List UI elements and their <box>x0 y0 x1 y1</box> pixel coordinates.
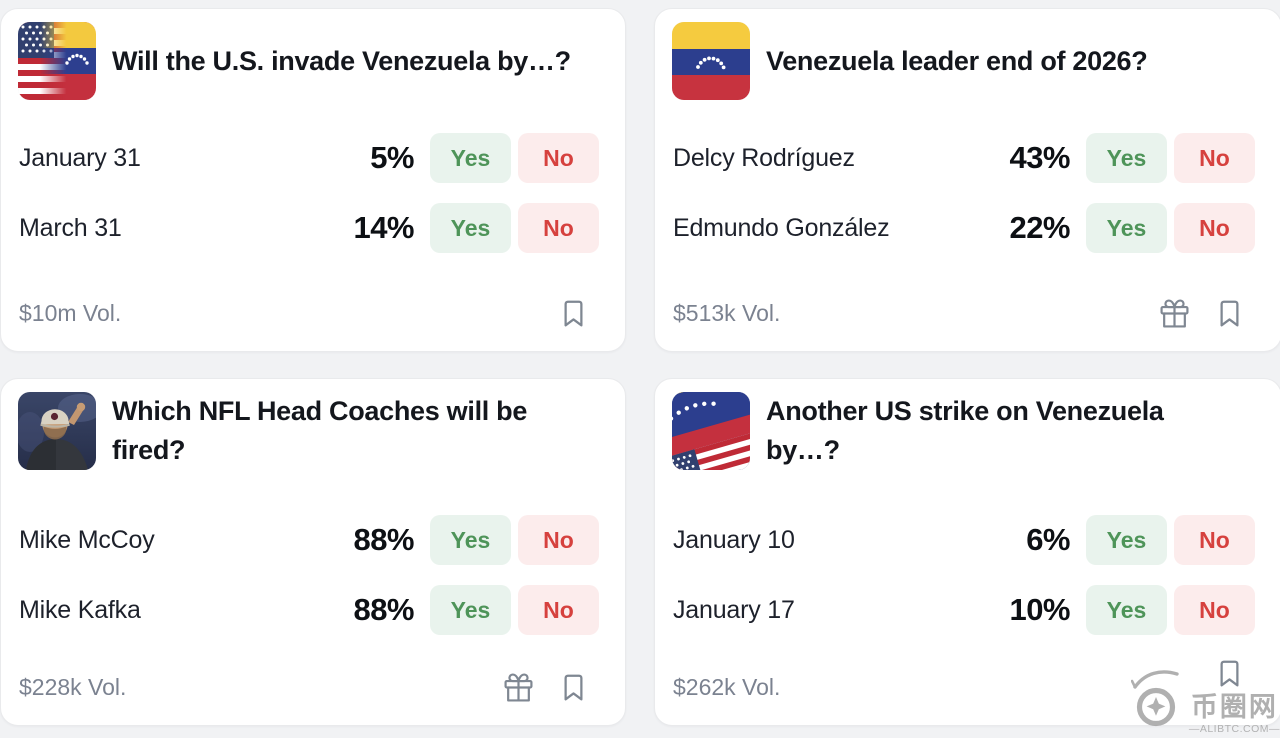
outcome-rows: Delcy Rodríguez 43% Yes No Edmundo Gonzá… <box>673 133 1255 253</box>
outcome-rows: January 10 6% Yes No January 17 10% Yes … <box>673 515 1255 635</box>
volume-label: $10m Vol. <box>19 300 122 326</box>
outcome-label: Mike McCoy <box>19 525 155 554</box>
outcome-percent: 10% <box>1009 592 1070 627</box>
card-footer: $10m Vol. <box>19 298 587 329</box>
card-title: Venezuela leader end of 2026? <box>766 45 1148 76</box>
outcome-label: Delcy Rodríguez <box>673 143 855 172</box>
outcome-percent: 88% <box>353 522 414 557</box>
bookmark-icon[interactable] <box>1216 658 1243 689</box>
bookmark-icon[interactable] <box>1216 298 1243 329</box>
outcome-rows: January 31 5% Yes No March 31 14% Yes No <box>19 133 599 253</box>
outcome-row: March 31 14% Yes No <box>19 203 599 253</box>
no-button[interactable]: No <box>518 133 599 183</box>
card-header: Another US strike on Venezuela by…? <box>672 391 1261 471</box>
outcome-rows: Mike McCoy 88% Yes No Mike Kafka 88% Yes… <box>19 515 599 635</box>
market-card-venezuela-leader-2026[interactable]: Venezuela leader end of 2026? Delcy Rodr… <box>654 8 1280 352</box>
outcome-row: January 10 6% Yes No <box>673 515 1255 565</box>
card-footer: $228k Vol. <box>19 672 587 703</box>
yes-button[interactable]: Yes <box>1086 203 1167 253</box>
yes-button[interactable]: Yes <box>430 133 511 183</box>
yes-button[interactable]: Yes <box>1086 133 1167 183</box>
no-button[interactable]: No <box>1174 133 1255 183</box>
outcome-label: January 31 <box>19 143 141 172</box>
yes-button[interactable]: Yes <box>430 203 511 253</box>
card-title: Another US strike on Venezuela by…? <box>766 396 1164 465</box>
yes-button[interactable]: Yes <box>1086 585 1167 635</box>
card-footer: $262k Vol. <box>673 660 1243 703</box>
volume-label: $262k Vol. <box>673 674 781 700</box>
no-button[interactable]: No <box>518 515 599 565</box>
outcome-row: Edmundo González 22% Yes No <box>673 203 1255 253</box>
outcome-row: Mike McCoy 88% Yes No <box>19 515 599 565</box>
gift-icon[interactable] <box>1159 298 1190 329</box>
card-title: Which NFL Head Coaches will be fired? <box>112 396 528 465</box>
card-header: Will the U.S. invade Venezuela by…? <box>18 21 605 101</box>
card-header: Which NFL Head Coaches will be fired? <box>18 391 605 471</box>
us-venezuela-flag-icon <box>18 22 96 100</box>
no-button[interactable]: No <box>518 203 599 253</box>
footer-icons <box>1216 660 1243 703</box>
outcome-label: January 17 <box>673 595 795 624</box>
footer-icons <box>560 298 587 329</box>
bookmark-icon[interactable] <box>560 298 587 329</box>
outcome-percent: 22% <box>1009 210 1070 245</box>
outcome-label: Edmundo González <box>673 213 890 242</box>
outcome-percent: 5% <box>370 140 414 175</box>
outcome-percent: 43% <box>1009 140 1070 175</box>
no-button[interactable]: No <box>1174 585 1255 635</box>
footer-icons <box>503 672 587 703</box>
gift-icon[interactable] <box>503 672 534 703</box>
outcome-percent: 14% <box>353 210 414 245</box>
outcome-label: March 31 <box>19 213 122 242</box>
bookmark-icon[interactable] <box>560 672 587 703</box>
outcome-row: Delcy Rodríguez 43% Yes No <box>673 133 1255 183</box>
market-card-us-strike-venezuela[interactable]: Another US strike on Venezuela by…? Janu… <box>654 378 1280 726</box>
venezuela-us-flag-icon <box>672 392 750 470</box>
footer-icons <box>1159 298 1243 329</box>
outcome-row: January 31 5% Yes No <box>19 133 599 183</box>
card-header: Venezuela leader end of 2026? <box>672 21 1261 101</box>
yes-button[interactable]: Yes <box>430 515 511 565</box>
yes-button[interactable]: Yes <box>1086 515 1167 565</box>
no-button[interactable]: No <box>518 585 599 635</box>
no-button[interactable]: No <box>1174 203 1255 253</box>
market-card-nfl-head-coaches-fired[interactable]: Which NFL Head Coaches will be fired? Mi… <box>0 378 626 726</box>
venezuela-flag-icon <box>672 22 750 100</box>
outcome-label: January 10 <box>673 525 795 554</box>
volume-label: $513k Vol. <box>673 300 781 326</box>
outcome-row: Mike Kafka 88% Yes No <box>19 585 599 635</box>
card-title: Will the U.S. invade Venezuela by…? <box>112 45 571 76</box>
outcome-row: January 17 10% Yes No <box>673 585 1255 635</box>
yes-button[interactable]: Yes <box>430 585 511 635</box>
outcome-percent: 6% <box>1026 522 1070 557</box>
nfl-coach-photo <box>18 392 96 470</box>
market-card-us-invade-venezuela[interactable]: Will the U.S. invade Venezuela by…? Janu… <box>0 8 626 352</box>
card-footer: $513k Vol. <box>673 298 1243 329</box>
volume-label: $228k Vol. <box>19 674 127 700</box>
outcome-percent: 88% <box>353 592 414 627</box>
outcome-label: Mike Kafka <box>19 595 141 624</box>
no-button[interactable]: No <box>1174 515 1255 565</box>
